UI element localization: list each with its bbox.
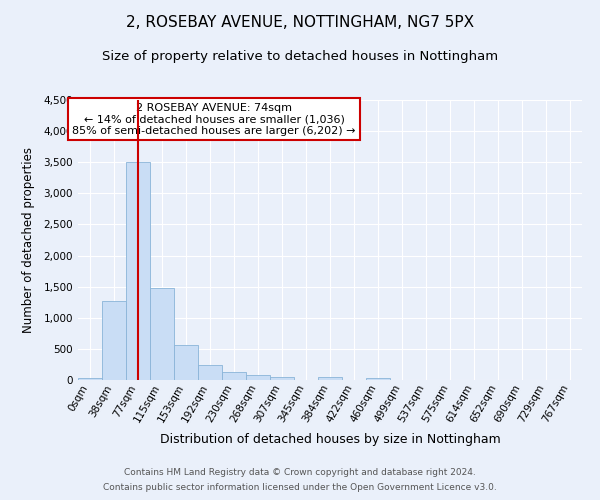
- Text: Contains public sector information licensed under the Open Government Licence v3: Contains public sector information licen…: [103, 483, 497, 492]
- Bar: [78, 378, 102, 380]
- Bar: [270, 377, 294, 380]
- Y-axis label: Number of detached properties: Number of detached properties: [22, 147, 35, 333]
- Text: Size of property relative to detached houses in Nottingham: Size of property relative to detached ho…: [102, 50, 498, 63]
- Bar: [222, 372, 246, 380]
- Bar: [246, 376, 270, 380]
- Bar: [126, 162, 150, 380]
- X-axis label: Distribution of detached houses by size in Nottingham: Distribution of detached houses by size …: [160, 432, 500, 446]
- Text: 2 ROSEBAY AVENUE: 74sqm
← 14% of detached houses are smaller (1,036)
85% of semi: 2 ROSEBAY AVENUE: 74sqm ← 14% of detache…: [73, 103, 356, 136]
- Bar: [198, 365, 222, 380]
- Bar: [150, 288, 174, 380]
- Text: 2, ROSEBAY AVENUE, NOTTINGHAM, NG7 5PX: 2, ROSEBAY AVENUE, NOTTINGHAM, NG7 5PX: [126, 15, 474, 30]
- Bar: [174, 344, 198, 380]
- Text: Contains HM Land Registry data © Crown copyright and database right 2024.: Contains HM Land Registry data © Crown c…: [124, 468, 476, 477]
- Bar: [102, 301, 126, 380]
- Bar: [366, 378, 390, 380]
- Bar: [318, 377, 342, 380]
